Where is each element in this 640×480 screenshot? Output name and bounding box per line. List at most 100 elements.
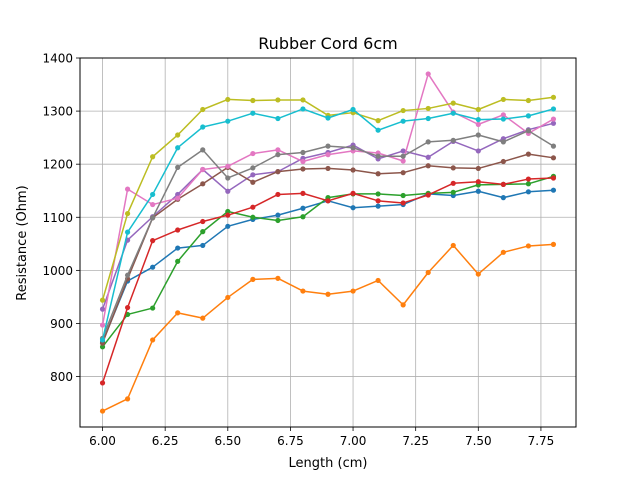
- data-point: [225, 175, 231, 181]
- x-tick-label: 6.75: [277, 434, 304, 448]
- x-tick-label: 7.00: [340, 434, 367, 448]
- data-point: [425, 269, 431, 276]
- data-point: [425, 154, 431, 160]
- data-point: [550, 106, 557, 112]
- data-point: [475, 121, 481, 127]
- data-point: [200, 218, 206, 225]
- data-point: [300, 149, 306, 156]
- data-point: [425, 115, 431, 122]
- data-point: [99, 344, 106, 350]
- series-9: [99, 94, 557, 303]
- data-point: [200, 315, 206, 321]
- y-tick-label: 1100: [42, 211, 73, 225]
- data-point: [275, 275, 281, 281]
- data-point: [275, 97, 281, 103]
- data-point: [400, 200, 406, 206]
- data-point: [450, 189, 456, 195]
- data-point: [200, 229, 206, 235]
- data-point: [325, 291, 331, 297]
- data-point: [350, 106, 356, 113]
- data-point: [525, 176, 532, 182]
- y-tick-label: 800: [50, 370, 73, 384]
- y-tick-label: 1300: [42, 105, 73, 119]
- data-point: [350, 167, 356, 173]
- data-point: [500, 181, 506, 187]
- data-point: [450, 180, 456, 186]
- data-point: [325, 165, 331, 172]
- data-point: [400, 153, 406, 159]
- data-point: [550, 120, 557, 126]
- data-point: [550, 187, 557, 193]
- data-point: [200, 147, 206, 153]
- data-point: [300, 288, 306, 294]
- data-point: [300, 158, 306, 165]
- data-point: [500, 158, 506, 165]
- data-point: [450, 137, 456, 143]
- data-point: [325, 152, 331, 158]
- data-point: [525, 113, 532, 119]
- data-point: [550, 155, 557, 161]
- data-point: [400, 158, 406, 164]
- data-point: [475, 148, 481, 154]
- data-point: [425, 71, 431, 77]
- data-point: [150, 154, 156, 160]
- data-point: [525, 97, 532, 104]
- series-group: [99, 71, 557, 414]
- data-point: [225, 163, 231, 169]
- x-tick-label: 7.75: [528, 434, 555, 448]
- data-point: [124, 210, 131, 217]
- data-point: [250, 179, 256, 185]
- data-point: [375, 127, 381, 133]
- data-point: [124, 304, 131, 311]
- data-point: [250, 110, 256, 116]
- x-tick-label: 7.50: [465, 434, 492, 448]
- data-point: [375, 198, 381, 204]
- data-point: [425, 163, 431, 169]
- data-point: [525, 189, 532, 195]
- data-point: [325, 143, 331, 149]
- y-tick-label: 900: [50, 317, 73, 331]
- data-point: [525, 181, 532, 187]
- data-point: [300, 166, 306, 172]
- data-point: [475, 165, 481, 172]
- data-point: [400, 192, 406, 199]
- data-point: [150, 264, 156, 270]
- data-point: [124, 229, 131, 235]
- data-point: [475, 271, 481, 277]
- data-point: [475, 106, 481, 113]
- data-point: [550, 94, 557, 100]
- data-point: [300, 205, 306, 211]
- data-point: [275, 169, 281, 175]
- data-point: [375, 191, 381, 197]
- ticks: 6.00 6.25 6.50 6.75 7.00 7.25 7.50 7.75 800 900 10…: [42, 52, 554, 449]
- data-point: [525, 243, 532, 249]
- data-point: [99, 297, 106, 303]
- chart-title: Rubber Cord 6cm: [258, 34, 397, 53]
- data-point: [200, 242, 206, 249]
- data-point: [425, 105, 431, 112]
- series-7: [99, 71, 557, 328]
- data-point: [500, 139, 506, 145]
- data-point: [99, 408, 106, 414]
- data-point: [150, 238, 156, 244]
- data-point: [400, 170, 406, 176]
- series-4: [99, 175, 557, 386]
- data-point: [175, 227, 181, 233]
- data-point: [450, 165, 456, 171]
- data-point: [99, 337, 106, 343]
- data-point: [124, 186, 131, 192]
- data-point: [350, 190, 356, 196]
- data-point: [225, 212, 231, 218]
- data-point: [375, 203, 381, 209]
- data-point: [275, 147, 281, 153]
- data-point: [250, 172, 256, 178]
- data-point: [175, 195, 181, 201]
- data-point: [500, 195, 506, 201]
- data-point: [475, 179, 481, 185]
- data-point: [275, 217, 281, 224]
- data-point: [124, 272, 131, 278]
- data-point: [375, 277, 381, 284]
- data-point: [400, 107, 406, 114]
